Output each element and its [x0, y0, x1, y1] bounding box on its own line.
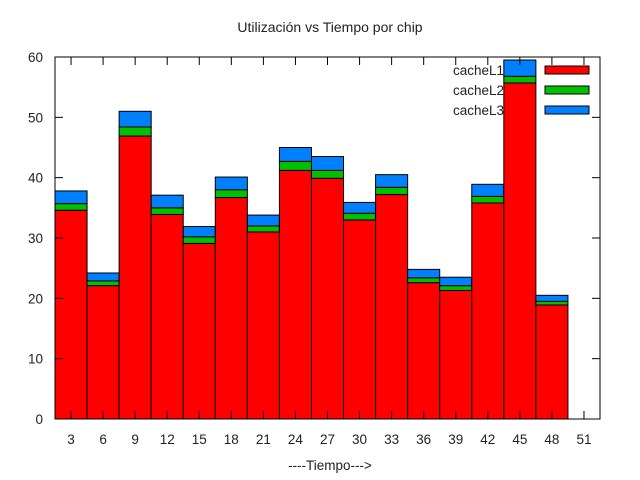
bar-cacheL2-x12	[150, 207, 184, 215]
bar-cacheL1-x3	[54, 209, 88, 420]
bar-cacheL3-x48	[535, 294, 569, 302]
bar-cacheL3-x3	[54, 190, 88, 205]
y-tick-label: 30	[28, 231, 43, 246]
bar-cacheL1-x36	[407, 282, 441, 420]
y-tick-label: 0	[35, 412, 43, 427]
bar-cacheL1-x18	[214, 197, 248, 420]
x-tick-label: 24	[288, 432, 304, 447]
x-tick-label: 15	[192, 432, 207, 447]
legend-label-cacheL3: cacheL3	[453, 103, 504, 118]
x-axis-label: ----Tiempo--->	[288, 458, 372, 473]
bar-cacheL1-x6	[86, 285, 120, 420]
bar-cacheL2-x18	[214, 189, 248, 199]
legend-label-cacheL1: cacheL1	[453, 63, 504, 78]
bar-cacheL2-x39	[439, 285, 473, 291]
x-tick-label: 33	[384, 432, 399, 447]
x-tick-label: 6	[99, 432, 107, 447]
bar-cacheL3-x24	[278, 147, 312, 162]
bar-cacheL2-x21	[246, 225, 280, 233]
bar-cacheL1-x48	[535, 304, 569, 420]
x-tick-label: 27	[320, 432, 335, 447]
x-tick-label: 51	[576, 432, 591, 447]
bar-cacheL2-x6	[86, 280, 120, 287]
y-tick-label: 10	[28, 352, 43, 367]
bar-cacheL3-x15	[182, 226, 216, 238]
bar-cacheL3-x12	[150, 194, 184, 209]
bar-cacheL3-x21	[246, 214, 280, 227]
bar-cacheL2-x9	[118, 126, 152, 137]
bar-cacheL1-x24	[278, 169, 312, 420]
bar-cacheL3-x6	[86, 272, 120, 282]
legend-label-cacheL2: cacheL2	[453, 83, 504, 98]
bar-cacheL3-x9	[118, 110, 152, 128]
x-tick-label: 30	[352, 432, 367, 447]
x-tick-label: 12	[160, 432, 175, 447]
bar-cacheL2-x15	[182, 236, 216, 244]
y-tick-label: 40	[28, 171, 43, 186]
bar-cacheL1-x9	[118, 135, 152, 420]
bar-cacheL2-x45	[503, 75, 537, 84]
bar-cacheL3-x42	[471, 183, 505, 197]
y-tick-label: 60	[28, 50, 43, 65]
bar-cacheL3-x36	[407, 268, 441, 279]
x-tick-label: 45	[512, 432, 527, 447]
bar-cacheL2-x42	[471, 195, 505, 204]
bar-cacheL3-x18	[214, 176, 248, 191]
x-tick-label: 42	[480, 432, 495, 447]
x-tick-label: 21	[256, 432, 271, 447]
bar-cacheL1-x30	[343, 219, 377, 420]
x-tick-label: 9	[131, 432, 139, 447]
legend-swatch-cacheL2	[544, 85, 590, 95]
bar-cacheL2-x24	[278, 160, 312, 171]
bar-cacheL3-x39	[439, 276, 473, 287]
bar-cacheL3-x27	[310, 156, 345, 171]
legend-swatch-cacheL1	[544, 65, 590, 75]
bar-cacheL2-x30	[343, 212, 377, 221]
bar-cacheL2-x48	[535, 300, 569, 306]
bar-cacheL2-x36	[407, 277, 441, 284]
chart-title: Utilización vs Tiempo por chip	[237, 19, 422, 35]
y-tick-label: 50	[28, 110, 43, 125]
bar-cacheL2-x27	[310, 169, 345, 179]
bar-cacheL1-x42	[471, 202, 505, 420]
bar-cacheL3-x33	[375, 174, 409, 188]
legend: cacheL1 cacheL2 cacheL3	[453, 63, 590, 118]
bar-cacheL3-x30	[343, 201, 377, 214]
x-tick-label: 3	[67, 432, 75, 447]
y-tick-label: 20	[28, 291, 43, 306]
bar-cacheL1-x15	[182, 242, 216, 420]
bar-cacheL2-x3	[54, 203, 88, 211]
legend-swatch-cacheL3	[544, 105, 590, 115]
x-tick-label: 48	[544, 432, 559, 447]
x-tick-label: 36	[416, 432, 431, 447]
bar-cacheL1-x45	[503, 82, 537, 420]
bar-cacheL1-x39	[439, 289, 473, 420]
x-tick-label: 18	[224, 432, 239, 447]
bar-cacheL2-x33	[375, 186, 409, 196]
bar-cacheL1-x33	[375, 194, 409, 420]
x-tick-label: 39	[448, 432, 463, 447]
bar-cacheL1-x21	[246, 231, 280, 420]
bar-cacheL1-x27	[310, 177, 345, 420]
bar-cacheL1-x12	[150, 213, 184, 420]
bars-layer	[54, 59, 569, 420]
